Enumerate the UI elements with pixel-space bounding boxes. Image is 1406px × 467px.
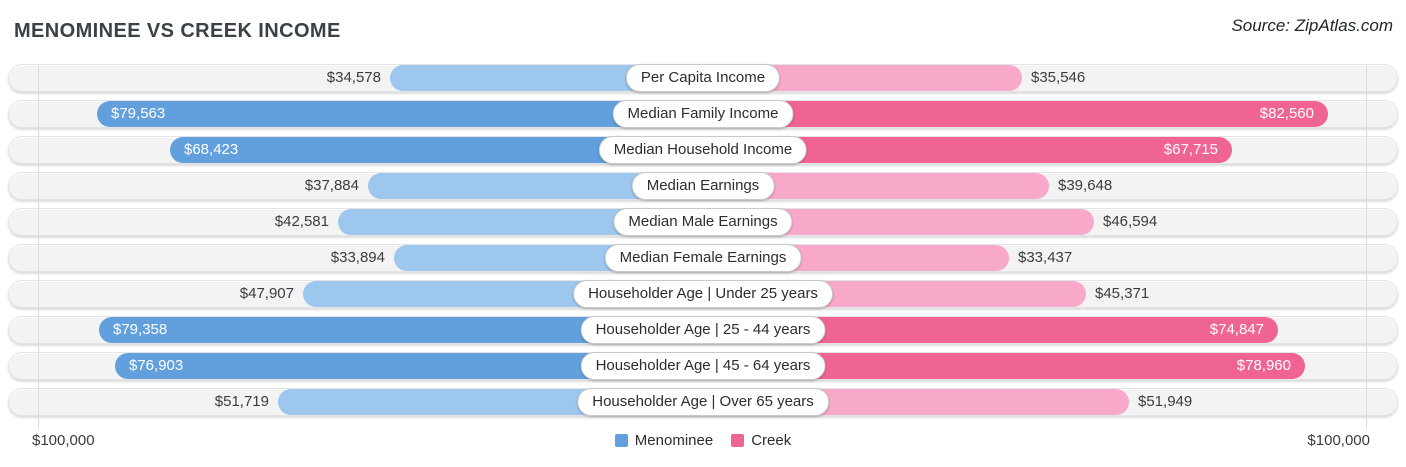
creek-value-label: $74,847 <box>1209 321 1264 338</box>
category-label-pill: Median Female Earnings <box>604 244 802 272</box>
menominee-value-label: $37,884 <box>304 177 359 194</box>
category-label-pill: Median Male Earnings <box>613 208 793 236</box>
category-label-pill: Per Capita Income <box>625 64 781 92</box>
creek-value-label: $82,560 <box>1259 105 1314 122</box>
menominee-value-label: $76,903 <box>129 357 184 374</box>
legend-item-creek[interactable]: Creek <box>731 432 791 449</box>
bar-chart: $34,578 $35,546 Per Capita Income $79,56… <box>8 64 1398 428</box>
chart-row: $51,719 $51,949 Householder Age | Over 6… <box>8 388 1398 416</box>
creek-value-label: $67,715 <box>1163 141 1218 158</box>
chart-row: $34,578 $35,546 Per Capita Income <box>8 64 1398 92</box>
legend-label-menominee: Menominee <box>634 432 714 449</box>
category-label-pill: Householder Age | 25 - 44 years <box>580 316 826 344</box>
page-title: MENOMINEE VS CREEK INCOME <box>14 20 341 42</box>
legend-item-menominee[interactable]: Menominee <box>614 432 714 449</box>
left-axis-max-label: $100,000 <box>32 432 95 449</box>
category-label-pill: Median Family Income <box>612 100 794 128</box>
chart-row: $42,581 $46,594 Median Male Earnings <box>8 208 1398 236</box>
menominee-value-label: $34,578 <box>326 69 381 86</box>
chart-row: $37,884 $39,648 Median Earnings <box>8 172 1398 200</box>
legend-label-creek: Creek <box>751 432 792 449</box>
chart-row: $47,907 $45,371 Householder Age | Under … <box>8 280 1398 308</box>
chart-row: $68,423 $67,715 Median Household Income <box>8 136 1398 164</box>
menominee-value-label: $79,563 <box>111 105 166 122</box>
menominee-value-label: $47,907 <box>239 285 294 302</box>
category-label-pill: Householder Age | Over 65 years <box>577 388 829 416</box>
chart-rows: $34,578 $35,546 Per Capita Income $79,56… <box>8 64 1398 416</box>
menominee-value-label: $79,358 <box>113 321 168 338</box>
legend: Menominee Creek <box>0 432 1406 449</box>
chart-footer: $100,000 Menominee Creek $100,000 <box>0 424 1406 462</box>
chart-row: $79,358 $74,847 Householder Age | 25 - 4… <box>8 316 1398 344</box>
chart-row: $79,563 $82,560 Median Family Income <box>8 100 1398 128</box>
right-axis-max-label: $100,000 <box>1307 432 1370 449</box>
menominee-bar[interactable] <box>97 101 703 127</box>
creek-value-label: $78,960 <box>1236 357 1291 374</box>
category-label-pill: Median Household Income <box>598 136 808 164</box>
chart-header: MENOMINEE VS CREEK INCOME Source: ZipAtl… <box>0 0 1406 64</box>
creek-value-label: $45,371 <box>1095 285 1150 302</box>
creek-bar[interactable] <box>703 101 1328 127</box>
creek-swatch-icon <box>731 434 745 447</box>
chart-row: $33,894 $33,437 Median Female Earnings <box>8 244 1398 272</box>
creek-value-label: $51,949 <box>1138 393 1193 410</box>
creek-value-label: $35,546 <box>1031 69 1086 86</box>
creek-value-label: $33,437 <box>1018 249 1073 266</box>
chart-row: $76,903 $78,960 Householder Age | 45 - 6… <box>8 352 1398 380</box>
menominee-value-label: $51,719 <box>214 393 269 410</box>
creek-value-label: $46,594 <box>1103 213 1158 230</box>
menominee-value-label: $68,423 <box>184 141 239 158</box>
creek-value-label: $39,648 <box>1058 177 1113 194</box>
category-label-pill: Householder Age | 45 - 64 years <box>580 352 826 380</box>
menominee-value-label: $42,581 <box>274 213 329 230</box>
category-label-pill: Householder Age | Under 25 years <box>573 280 833 308</box>
source-attribution: Source: ZipAtlas.com <box>1231 16 1393 35</box>
menominee-value-label: $33,894 <box>330 249 385 266</box>
menominee-swatch-icon <box>614 434 628 447</box>
category-label-pill: Median Earnings <box>631 172 775 200</box>
